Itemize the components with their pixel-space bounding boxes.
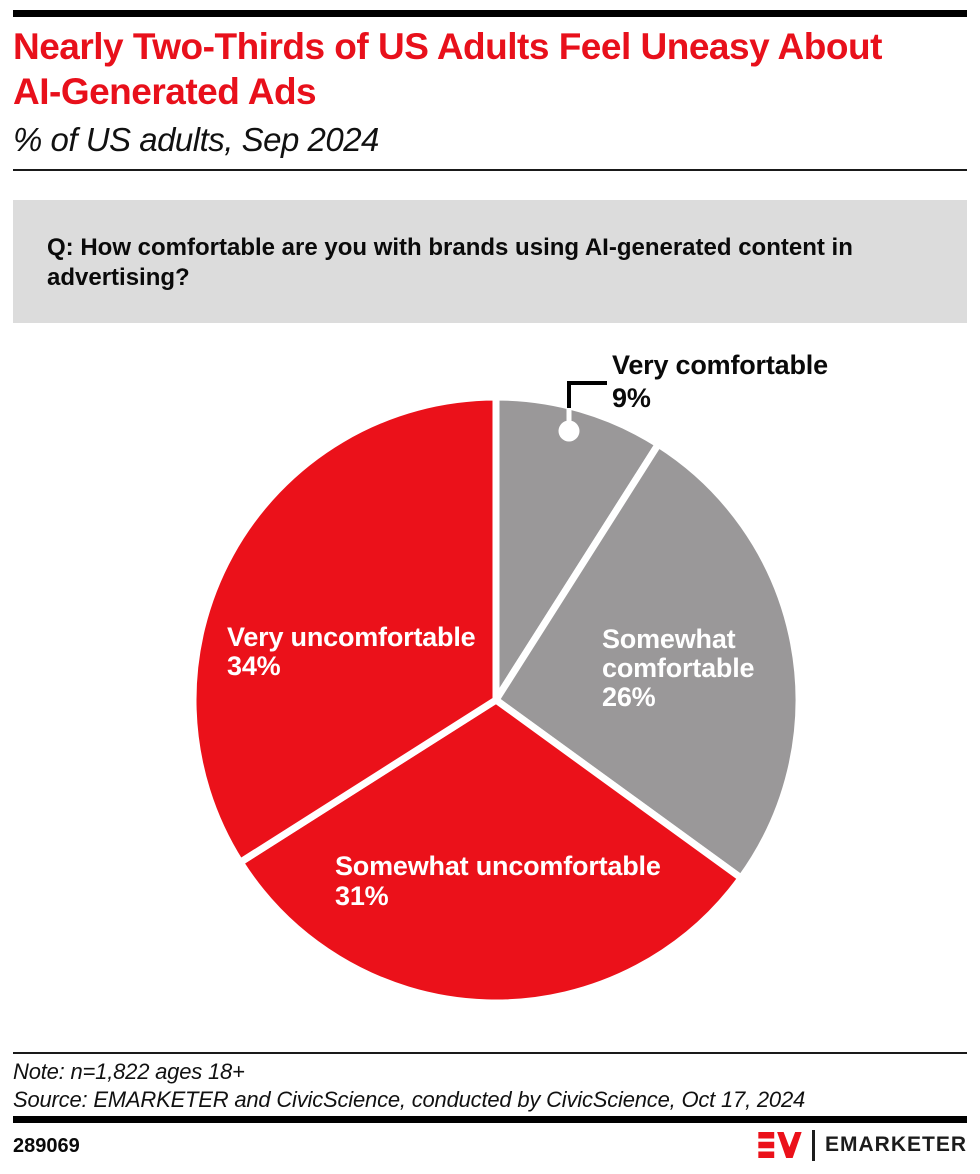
- pie-slice-very-uncomfortable: [189, 393, 500, 868]
- label-very-uncomfortable-value: 34%: [227, 651, 281, 681]
- emarketer-wordmark: EMARKETER: [824, 1133, 967, 1156]
- label-somewhat-comfortable: Somewhat comfortable 26%: [602, 625, 787, 712]
- callout-dot: [558, 420, 580, 442]
- label-somewhat-uncomfortable-value: 31%: [335, 881, 389, 911]
- footer-black-bar: [13, 1116, 967, 1123]
- logo-divider: [811, 1129, 815, 1161]
- label-very-uncomfortable-text: Very uncomfortable: [227, 622, 476, 652]
- page-subtitle: % of US adults, Sep 2024: [13, 121, 379, 158]
- label-very-uncomfortable: Very uncomfortable 34%: [227, 622, 476, 681]
- pie-chart: [146, 346, 846, 1046]
- pie-slice-somewhat-uncomfortable: [235, 695, 747, 1007]
- pie-slice-very-comfortable: [492, 393, 664, 713]
- page-title: Nearly Two-Thirds of US Adults Feel Unea…: [13, 24, 973, 114]
- footer-divider-rule: [13, 1052, 967, 1054]
- label-very-comfortable-text: Very comfortable: [612, 350, 828, 380]
- pie-chart-svg: [189, 381, 803, 1007]
- page-title-line-1: Nearly Two-Thirds of US Adults Feel Unea…: [13, 26, 882, 67]
- survey-question-line-1: Q: How comfortable are you with brands u…: [47, 234, 853, 261]
- survey-question-box: Q: How comfortable are you with brands u…: [13, 200, 967, 323]
- emarketer-logo: EMARKETER: [758, 1127, 967, 1163]
- source-text: Source: EMARKETER and CivicScience, cond…: [13, 1087, 806, 1112]
- label-very-comfortable-value: 9%: [612, 383, 651, 413]
- callout-elbow-line: [567, 381, 607, 408]
- chart-id: 289069: [13, 1135, 80, 1157]
- emarketer-em-icon: [758, 1132, 802, 1158]
- label-somewhat-comfortable-text: Somewhat comfortable: [602, 624, 755, 683]
- label-somewhat-uncomfortable: Somewhat uncomfortable 31%: [335, 851, 661, 911]
- note-text: Note: n=1,822 ages 18+: [13, 1059, 245, 1084]
- label-very-comfortable: Very comfortable 9%: [612, 349, 828, 415]
- page-title-line-2: AI-Generated Ads: [13, 71, 317, 112]
- pie-slices: [189, 393, 803, 1007]
- survey-question-line-2: advertising?: [47, 264, 190, 291]
- label-somewhat-comfortable-value: 26%: [602, 682, 656, 712]
- top-black-bar: [13, 10, 967, 17]
- label-somewhat-uncomfortable-text: Somewhat uncomfortable: [335, 851, 661, 881]
- header-divider-rule: [13, 169, 967, 171]
- pie-slice-somewhat-comfortable: [491, 439, 803, 883]
